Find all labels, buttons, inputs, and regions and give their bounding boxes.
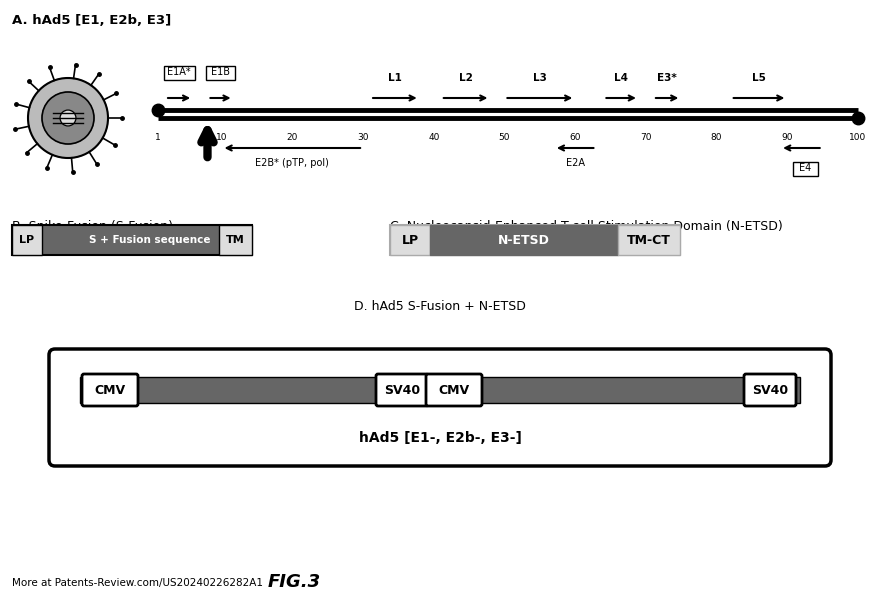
FancyBboxPatch shape bbox=[219, 225, 252, 255]
Text: 70: 70 bbox=[640, 133, 651, 142]
FancyBboxPatch shape bbox=[376, 374, 428, 406]
Text: E2A: E2A bbox=[566, 158, 584, 168]
Text: L3: L3 bbox=[533, 73, 546, 83]
FancyBboxPatch shape bbox=[618, 225, 680, 255]
FancyBboxPatch shape bbox=[793, 161, 818, 176]
FancyBboxPatch shape bbox=[426, 374, 482, 406]
Text: L4: L4 bbox=[614, 73, 628, 83]
Text: 1: 1 bbox=[155, 133, 161, 142]
FancyBboxPatch shape bbox=[12, 225, 252, 255]
FancyBboxPatch shape bbox=[82, 374, 138, 406]
Circle shape bbox=[60, 110, 76, 126]
FancyBboxPatch shape bbox=[744, 374, 796, 406]
FancyBboxPatch shape bbox=[49, 349, 831, 466]
Text: SV40: SV40 bbox=[384, 384, 420, 397]
Text: E2B* (pTP, pol): E2B* (pTP, pol) bbox=[255, 158, 329, 168]
FancyBboxPatch shape bbox=[80, 377, 800, 403]
Text: LP: LP bbox=[401, 233, 419, 246]
Text: C. Nucleocapsid-Enhanced T-cell Stimulation Domain (N-ETSD): C. Nucleocapsid-Enhanced T-cell Stimulat… bbox=[390, 220, 782, 233]
Text: 90: 90 bbox=[781, 133, 793, 142]
FancyBboxPatch shape bbox=[390, 225, 430, 255]
FancyBboxPatch shape bbox=[390, 225, 680, 255]
Text: 50: 50 bbox=[499, 133, 510, 142]
Text: CMV: CMV bbox=[94, 384, 126, 397]
Text: SV40: SV40 bbox=[752, 384, 788, 397]
Text: A. hAd5 [E1, E2b, E3]: A. hAd5 [E1, E2b, E3] bbox=[12, 14, 172, 27]
Text: TM-CT: TM-CT bbox=[627, 233, 671, 246]
Text: 20: 20 bbox=[287, 133, 298, 142]
Text: E4: E4 bbox=[799, 163, 811, 173]
Text: 30: 30 bbox=[357, 133, 369, 142]
Text: S + Fusion sequence: S + Fusion sequence bbox=[89, 235, 210, 245]
Text: 40: 40 bbox=[428, 133, 439, 142]
Text: More at Patents-Review.com/US20240226282A1: More at Patents-Review.com/US20240226282… bbox=[12, 578, 263, 588]
Text: L1: L1 bbox=[388, 73, 402, 83]
FancyBboxPatch shape bbox=[164, 65, 194, 79]
Text: D. hAd5 S-Fusion + N-ETSD: D. hAd5 S-Fusion + N-ETSD bbox=[354, 300, 526, 313]
FancyBboxPatch shape bbox=[12, 225, 42, 255]
Text: L5: L5 bbox=[752, 73, 766, 83]
Text: E1B: E1B bbox=[211, 67, 230, 77]
Text: E1A*: E1A* bbox=[167, 67, 191, 77]
FancyBboxPatch shape bbox=[206, 65, 235, 79]
Text: N-ETSD: N-ETSD bbox=[498, 233, 550, 246]
FancyBboxPatch shape bbox=[430, 225, 618, 255]
Text: 80: 80 bbox=[711, 133, 722, 142]
Text: 100: 100 bbox=[849, 133, 867, 142]
Circle shape bbox=[42, 92, 94, 144]
Text: TM: TM bbox=[226, 235, 245, 245]
Text: hAd5 [E1-, E2b-, E3-]: hAd5 [E1-, E2b-, E3-] bbox=[358, 431, 522, 445]
Text: 10: 10 bbox=[216, 133, 227, 142]
Text: LP: LP bbox=[19, 235, 34, 245]
Circle shape bbox=[28, 78, 108, 158]
Text: L2: L2 bbox=[458, 73, 473, 83]
Text: 60: 60 bbox=[569, 133, 581, 142]
Text: CMV: CMV bbox=[438, 384, 470, 397]
Text: FIG.3: FIG.3 bbox=[268, 573, 321, 591]
Text: E3*: E3* bbox=[657, 73, 677, 83]
Text: B. Spike-Fusion (S-Fusion): B. Spike-Fusion (S-Fusion) bbox=[12, 220, 173, 233]
